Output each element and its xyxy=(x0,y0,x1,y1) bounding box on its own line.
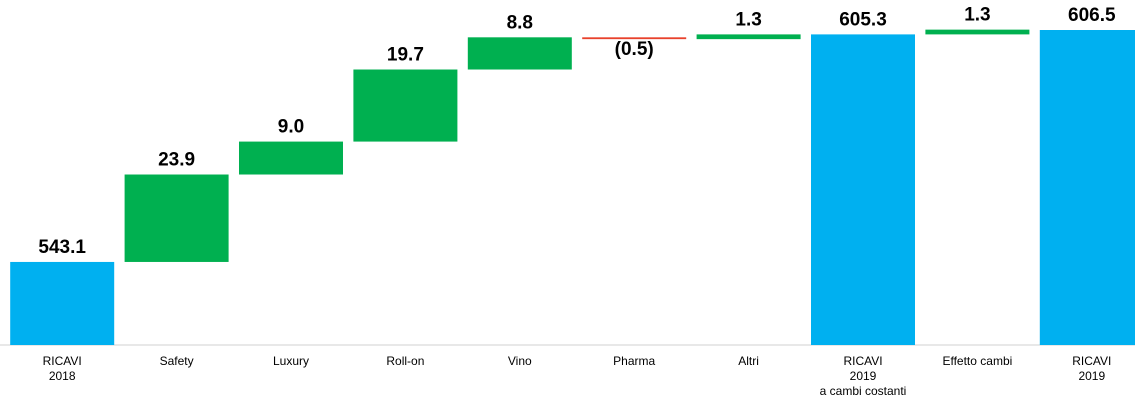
x-tick-label: Effetto cambi xyxy=(942,354,1013,368)
x-tick-label: Pharma xyxy=(613,354,656,368)
bar xyxy=(353,69,458,142)
value-label: 9.0 xyxy=(278,117,304,138)
x-tick-label: Safety xyxy=(159,354,194,368)
value-label: 8.8 xyxy=(507,12,533,33)
x-tick-label: Luxury xyxy=(272,354,310,368)
value-label: 1.3 xyxy=(964,5,990,26)
bar xyxy=(239,141,343,175)
value-label: 543.1 xyxy=(38,237,86,258)
x-tick-label: Roll-on xyxy=(386,354,425,368)
bar xyxy=(925,29,1030,35)
value-label: 605.3 xyxy=(839,9,887,30)
value-label: 23.9 xyxy=(158,150,195,171)
bar xyxy=(467,37,572,70)
bar xyxy=(1039,30,1135,345)
bar xyxy=(811,34,915,345)
value-label: (0.5) xyxy=(615,39,654,60)
bar xyxy=(124,174,229,262)
value-label: 606.5 xyxy=(1068,5,1116,26)
x-tick-label: RICAVI 2019 xyxy=(1072,354,1112,383)
value-label: 1.3 xyxy=(735,9,761,30)
x-tick-label: RICAVI 2018 xyxy=(42,354,82,383)
x-tick-label: Vino xyxy=(507,354,532,368)
value-label: 19.7 xyxy=(387,45,424,66)
bar xyxy=(10,261,115,345)
bar xyxy=(582,37,687,40)
x-tick-label: RICAVI 2019 a cambi costanti xyxy=(819,354,907,398)
x-tick-label: Altri xyxy=(738,354,759,368)
bar xyxy=(696,34,801,40)
